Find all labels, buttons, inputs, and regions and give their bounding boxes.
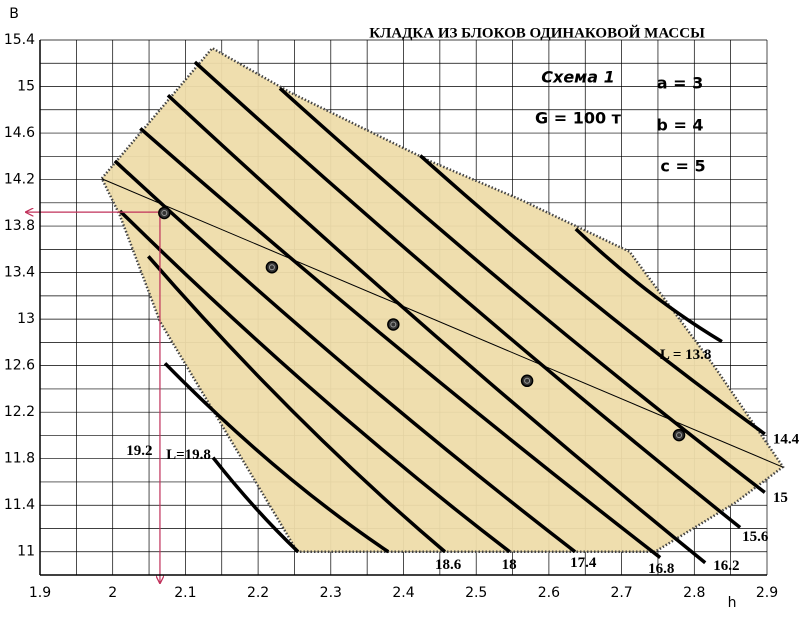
x-tick-label: 2.4 bbox=[392, 585, 414, 601]
iso-line bbox=[147, 255, 447, 554]
iso-line bbox=[278, 86, 766, 494]
iso-line bbox=[166, 93, 707, 565]
line-label: 16.2 bbox=[713, 558, 739, 574]
optimum-point-ring bbox=[161, 209, 168, 216]
optimum-point bbox=[672, 428, 686, 442]
y-tick-label: 11.8 bbox=[4, 451, 35, 467]
y-tick-label: 12.2 bbox=[4, 404, 35, 420]
x-tick-label: 2.6 bbox=[538, 585, 560, 601]
line-label: 14.4 bbox=[773, 431, 800, 447]
optimum-point-ring bbox=[268, 264, 275, 271]
chart-title: КЛАДКА ИЗ БЛОКОВ ОДИНАКОВОЙ МАССЫ bbox=[369, 24, 705, 41]
optimum-point bbox=[265, 261, 279, 274]
y-tick-label: 14.2 bbox=[4, 172, 35, 188]
iso-line bbox=[574, 227, 723, 344]
line-label: 19.2 bbox=[126, 443, 152, 459]
x-tick-label: 2.9 bbox=[756, 585, 778, 601]
x-tick-label: 2.3 bbox=[320, 585, 342, 601]
y-tick-label: 15 bbox=[17, 79, 35, 95]
line-label: 15.6 bbox=[742, 529, 769, 545]
x-tick-label: 2.7 bbox=[610, 585, 632, 601]
plot: L = 13.8 14.4 15 15.616.2 16.8 17.4 18 18.6 19.2… bbox=[26, 46, 800, 583]
x-tick-label: 2.2 bbox=[247, 585, 269, 601]
iso-line bbox=[193, 60, 742, 529]
y-tick-label: 12.6 bbox=[4, 358, 35, 374]
line-label: L = 13.8 bbox=[660, 347, 711, 363]
annotation: G = 100 т bbox=[535, 109, 622, 128]
optimum-point-ring bbox=[390, 321, 397, 328]
y-tick-label: 15.4 bbox=[4, 32, 35, 48]
y-tick-label: 11 bbox=[17, 544, 35, 560]
y-tick-label: 13.8 bbox=[4, 218, 35, 234]
iso-line bbox=[118, 209, 511, 554]
line-label: 16.8 bbox=[648, 561, 674, 577]
line-label: 18 bbox=[502, 557, 517, 573]
x-tick-label: 2.5 bbox=[465, 585, 487, 601]
annotation: a = 3 bbox=[657, 74, 703, 93]
iso-line bbox=[211, 456, 300, 554]
x-tick-label: 2 bbox=[108, 585, 117, 601]
iso-line bbox=[139, 127, 662, 559]
y-tick-label: 13.4 bbox=[4, 265, 35, 281]
annotation: b = 4 bbox=[656, 116, 703, 135]
y-axis-label: B bbox=[9, 6, 19, 22]
x-axis-label: h bbox=[728, 595, 737, 611]
optimum-point bbox=[158, 206, 171, 220]
x-tick-label: 2.1 bbox=[174, 585, 196, 601]
x-tick-label: 1.9 bbox=[29, 585, 51, 601]
optimum-point bbox=[520, 374, 534, 388]
y-tick-label: 11.4 bbox=[4, 497, 35, 513]
optimum-line bbox=[101, 178, 784, 468]
x-tick-label: 2.8 bbox=[683, 585, 705, 601]
optimum-point-ring bbox=[676, 432, 683, 439]
y-tick-label: 14.6 bbox=[4, 125, 35, 141]
optimum-point-ring bbox=[524, 377, 531, 384]
annotation: c = 5 bbox=[660, 157, 705, 176]
line-label: L=19.8 bbox=[166, 447, 211, 463]
y-tick-label: 13 bbox=[17, 311, 35, 327]
optimum-point bbox=[387, 318, 400, 331]
line-label: 17.4 bbox=[570, 555, 597, 571]
line-label: 15 bbox=[773, 490, 788, 506]
line-label: 18.6 bbox=[435, 557, 462, 573]
iso-line bbox=[113, 159, 577, 554]
annotation: Схема 1 bbox=[541, 68, 615, 87]
iso-line bbox=[419, 154, 766, 436]
iso-line bbox=[163, 362, 390, 554]
